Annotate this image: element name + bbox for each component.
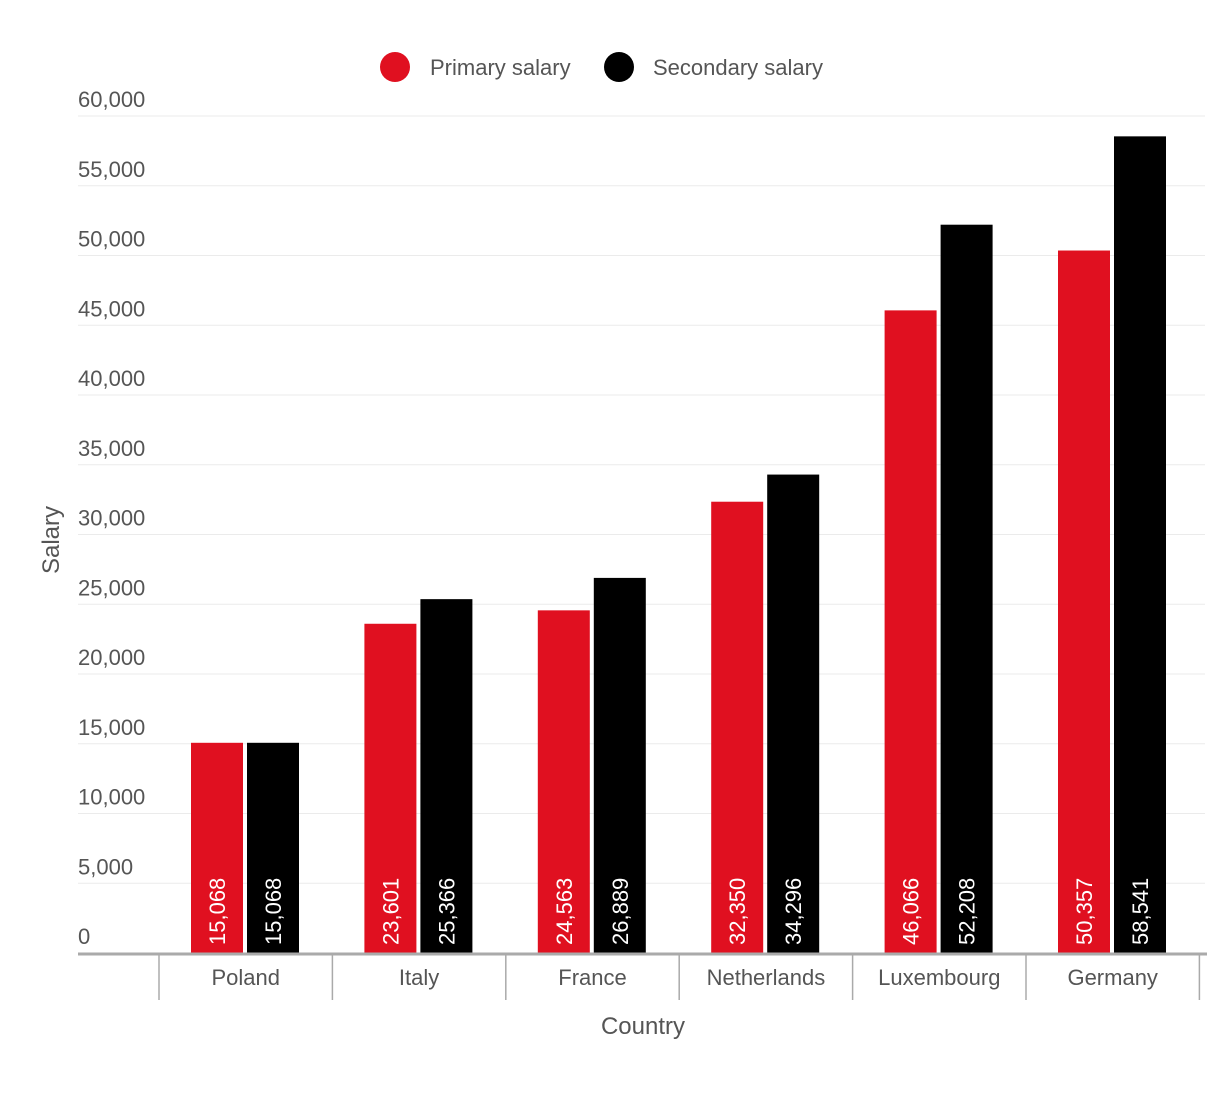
y-tick-label: 15,000 xyxy=(78,715,145,740)
x-tick-label: France xyxy=(558,965,626,990)
x-tick-label: Netherlands xyxy=(707,965,826,990)
bar-france-secondary xyxy=(593,577,646,953)
data-label: 58,541 xyxy=(1128,878,1153,945)
legend-marker-primary xyxy=(380,52,410,82)
bar-poland-primary xyxy=(191,742,243,953)
data-label: 52,208 xyxy=(955,878,980,945)
y-tick-label: 60,000 xyxy=(78,87,145,112)
x-tick-label: Italy xyxy=(399,965,439,990)
bar-luxembourg-primary xyxy=(884,310,937,954)
y-tick-label: 35,000 xyxy=(78,436,145,461)
y-tick-label: 50,000 xyxy=(78,227,145,252)
y-tick-label: 40,000 xyxy=(78,366,145,391)
x-axis-title: Country xyxy=(601,1013,685,1040)
data-label: 50,357 xyxy=(1072,878,1097,945)
bar-luxembourg-secondary xyxy=(940,224,993,954)
y-tick-label: 55,000 xyxy=(78,157,145,182)
data-label: 32,350 xyxy=(725,878,750,945)
data-label: 24,563 xyxy=(552,878,577,945)
data-label: 46,066 xyxy=(899,878,924,945)
x-tick-label: Poland xyxy=(211,965,280,990)
bar-france-primary xyxy=(537,610,590,953)
bar-germany-secondary xyxy=(1114,136,1166,954)
y-tick-label: 5,000 xyxy=(78,854,133,879)
x-tick-label: Luxembourg xyxy=(878,965,1000,990)
data-label: 34,296 xyxy=(781,878,806,945)
data-label: 26,889 xyxy=(608,878,633,945)
y-tick-label: 0 xyxy=(78,924,90,949)
data-label: 15,068 xyxy=(261,878,286,945)
bar-netherlands-primary xyxy=(711,501,764,953)
x-tick-label: Germany xyxy=(1067,965,1157,990)
y-tick-label: 45,000 xyxy=(78,296,145,321)
bar-germany-primary xyxy=(1058,250,1110,954)
y-tick-label: 20,000 xyxy=(78,645,145,670)
bar-italy-primary xyxy=(364,623,417,953)
data-label: 15,068 xyxy=(205,878,230,945)
y-tick-label: 10,000 xyxy=(78,785,145,810)
y-axis-title: Salary xyxy=(38,506,65,574)
bar-poland-secondary xyxy=(247,742,299,953)
y-tick-label: 30,000 xyxy=(78,506,145,531)
data-label: 25,366 xyxy=(434,878,459,945)
legend-label: Primary salary xyxy=(430,55,571,80)
bar-italy-secondary xyxy=(420,599,473,953)
bar-netherlands-secondary xyxy=(767,474,820,953)
legend-label: Secondary salary xyxy=(653,55,823,80)
data-label: 23,601 xyxy=(378,878,403,945)
legend-marker-secondary xyxy=(604,52,634,82)
y-tick-label: 25,000 xyxy=(78,575,145,600)
